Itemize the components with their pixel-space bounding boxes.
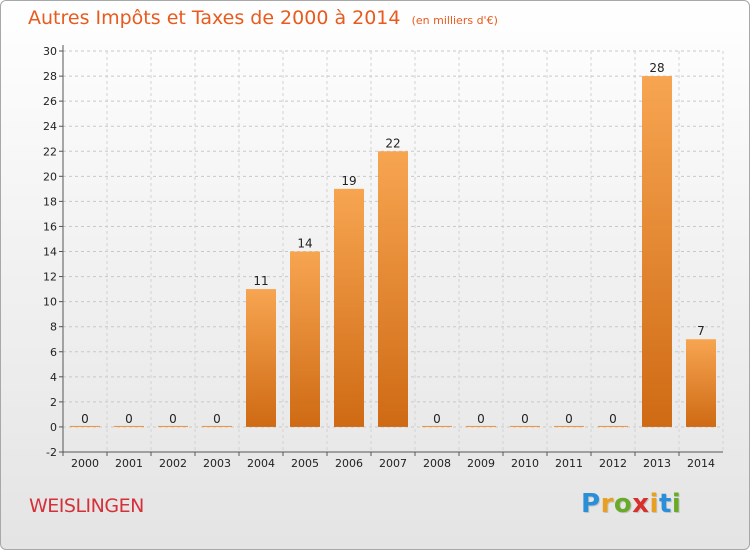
chart-title-main: Autres Impôts et Taxes de 2000 à 2014: [28, 7, 401, 29]
x-tick-label: 2001: [115, 457, 143, 470]
brand-letter: P: [581, 489, 601, 519]
bar: [422, 425, 452, 427]
bar: [642, 76, 672, 427]
x-tick-label: 2005: [291, 457, 319, 470]
data-label: 0: [81, 412, 89, 426]
chart-subtitle: (en milliers d'€): [411, 14, 498, 27]
x-tick-label: 2011: [555, 457, 583, 470]
data-label: 0: [609, 412, 617, 426]
brand-logo: Proxiti: [581, 489, 681, 519]
y-tick-label: 20: [43, 170, 57, 183]
y-tick-label: 16: [43, 220, 57, 233]
y-tick-label: 28: [43, 70, 57, 83]
bar: [158, 425, 188, 427]
data-label: 22: [385, 136, 400, 150]
bar: [466, 425, 496, 427]
data-label: 0: [125, 412, 133, 426]
y-tick-label: -2: [46, 446, 57, 459]
data-label: 7: [697, 324, 705, 338]
y-tick-label: 14: [43, 246, 57, 259]
bar: [378, 151, 408, 427]
chart-title: Autres Impôts et Taxes de 2000 à 2014 (e…: [28, 7, 498, 29]
data-label: 0: [565, 412, 573, 426]
data-label: 14: [297, 237, 312, 251]
y-tick-label: 18: [43, 195, 57, 208]
y-tick-label: 12: [43, 271, 57, 284]
data-label: 0: [169, 412, 177, 426]
y-tick-label: 26: [43, 95, 57, 108]
y-tick-label: 2: [50, 396, 57, 409]
bar: [554, 425, 584, 427]
y-tick-label: 6: [50, 346, 57, 359]
brand-letter: i: [649, 489, 659, 519]
y-tick-label: 0: [50, 421, 57, 434]
data-label: 0: [213, 412, 221, 426]
x-tick-label: 2006: [335, 457, 363, 470]
bar: [510, 425, 540, 427]
y-tick-label: 30: [43, 45, 57, 58]
bar: [598, 425, 628, 427]
y-tick-label: 24: [43, 120, 57, 133]
data-label: 0: [521, 412, 529, 426]
city-name: WEISLINGEN: [29, 495, 144, 517]
bar: [70, 425, 100, 427]
y-tick-label: 10: [43, 296, 57, 309]
bar: [334, 188, 364, 427]
y-tick-label: 4: [50, 371, 57, 384]
x-tick-label: 2010: [511, 457, 539, 470]
brand-letter: t: [658, 489, 672, 519]
x-tick-label: 2009: [467, 457, 495, 470]
y-tick-label: 8: [50, 321, 57, 334]
x-tick-label: 2003: [203, 457, 231, 470]
bars: [70, 76, 716, 427]
bar: [686, 339, 716, 427]
x-tick-label: 2000: [71, 457, 99, 470]
data-label: 11: [253, 274, 268, 288]
brand-letter: r: [600, 489, 614, 519]
bar: [246, 289, 276, 427]
bar: [290, 251, 320, 427]
x-tick-label: 2007: [379, 457, 407, 470]
x-tick-label: 2008: [423, 457, 451, 470]
data-label: 28: [649, 61, 664, 75]
data-label: 0: [477, 412, 485, 426]
bar: [114, 425, 144, 427]
x-tick-label: 2002: [159, 457, 187, 470]
brand-letter: o: [613, 489, 633, 519]
bar: [202, 425, 232, 427]
x-tick-label: 2012: [599, 457, 627, 470]
x-tick-label: 2013: [643, 457, 671, 470]
x-tick-label: 2014: [687, 457, 715, 470]
y-tick-label: 22: [43, 145, 57, 158]
brand-letter: i: [671, 489, 682, 519]
brand-letter: x: [632, 489, 650, 519]
data-label: 0: [433, 412, 441, 426]
x-tick-label: 2004: [247, 457, 275, 470]
labels: 0 0 0 0 11 14 19 22 0 0 0 0 0 28 7: [81, 61, 705, 426]
data-label: 19: [341, 174, 356, 188]
